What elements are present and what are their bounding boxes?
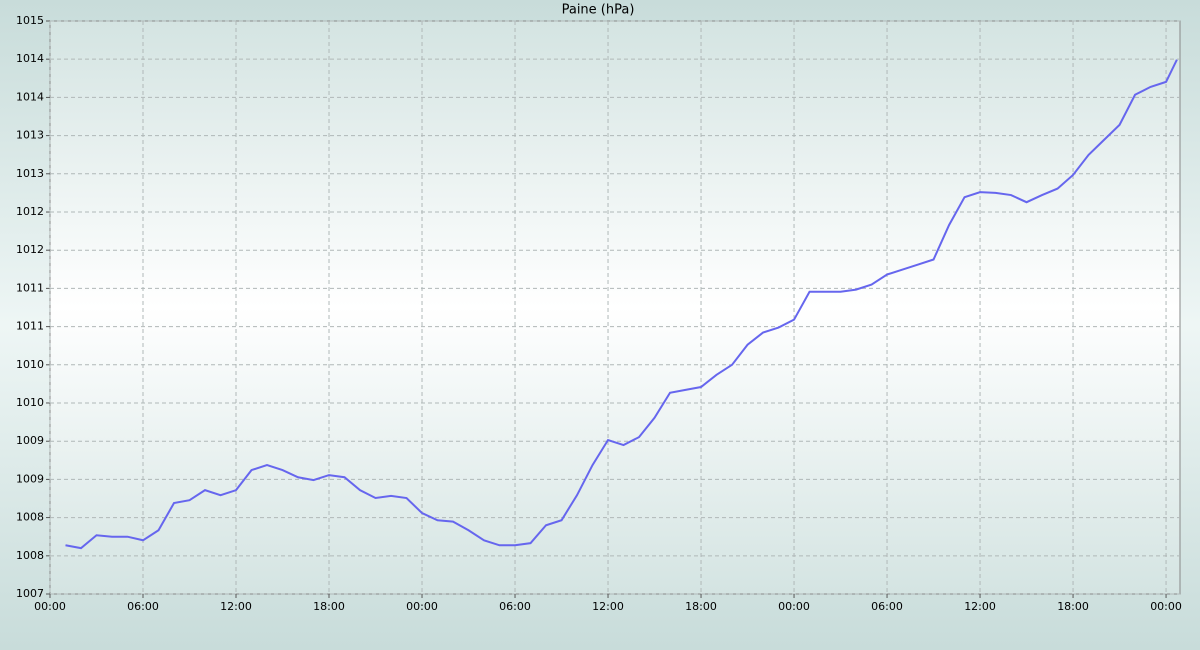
x-tick-label: 18:00 (685, 600, 717, 613)
plot-area (49, 20, 1181, 595)
x-tick-label: 06:00 (127, 600, 159, 613)
y-tick-label: 1014 (16, 90, 44, 103)
y-tick-label: 1008 (16, 511, 44, 524)
y-tick-label: 1010 (16, 396, 44, 409)
x-tick-label: 06:00 (871, 600, 903, 613)
y-tick-label: 1008 (16, 549, 44, 562)
x-tick-label: 00:00 (34, 600, 66, 613)
x-tick-label: 00:00 (778, 600, 810, 613)
y-tick-label: 1014 (16, 52, 44, 65)
x-tick-label: 06:00 (499, 600, 531, 613)
y-tick-label: 1011 (16, 281, 44, 294)
y-tick-label: 1012 (16, 205, 44, 218)
data-line (65, 59, 1178, 550)
y-tick-label: 1010 (16, 358, 44, 371)
x-tick-label: 18:00 (313, 600, 345, 613)
x-tick-label: 12:00 (592, 600, 624, 613)
y-tick-label: 1009 (16, 434, 44, 447)
y-tick-label: 1013 (16, 167, 44, 180)
x-tick-label: 00:00 (406, 600, 438, 613)
y-tick-label: 1012 (16, 243, 44, 256)
y-tick-label: 1013 (16, 129, 44, 142)
y-tick-label: 1011 (16, 320, 44, 333)
x-tick-label: 18:00 (1057, 600, 1089, 613)
x-tick-label: 12:00 (964, 600, 996, 613)
y-tick-label: 1015 (16, 14, 44, 27)
y-tick-label: 1007 (16, 587, 44, 600)
chart-title: Paine (hPa) (562, 3, 635, 18)
x-tick-label: 12:00 (220, 600, 252, 613)
y-tick-label: 1009 (16, 472, 44, 485)
x-tick-label: 00:00 (1150, 600, 1182, 613)
